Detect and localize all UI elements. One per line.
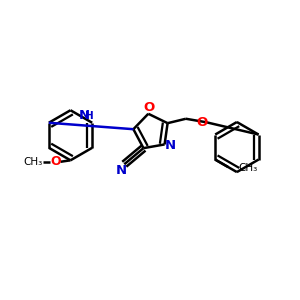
Text: N: N <box>165 140 176 152</box>
Text: O: O <box>196 116 208 129</box>
Text: CH₃: CH₃ <box>238 164 257 173</box>
Text: N: N <box>116 164 127 177</box>
Text: O: O <box>50 155 61 168</box>
Text: CH₃: CH₃ <box>24 157 43 167</box>
Text: O: O <box>143 101 155 114</box>
Text: N: N <box>79 109 90 122</box>
Text: H: H <box>85 111 94 121</box>
